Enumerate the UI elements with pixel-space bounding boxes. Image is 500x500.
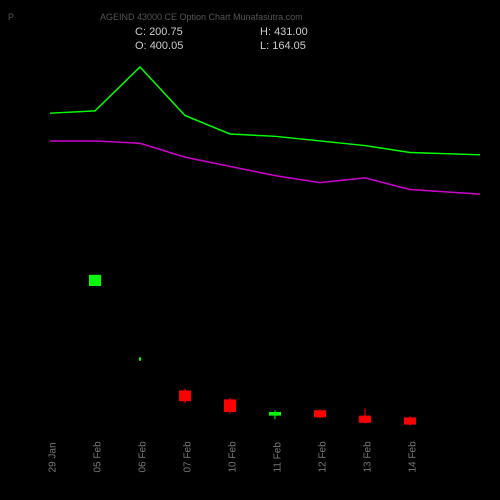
x-axis-label: 13 Feb <box>363 433 374 473</box>
x-axis-label: 14 Feb <box>408 433 419 473</box>
x-axis-label: 05 Feb <box>93 433 104 473</box>
x-axis-label: 29 Jan <box>48 433 59 473</box>
x-axis-label: 06 Feb <box>138 433 149 473</box>
chart-container: { "header": { "symbol_prefix": "P", "tit… <box>0 0 500 500</box>
x-axis-label: 07 Feb <box>183 433 194 473</box>
x-axis-label: 12 Feb <box>318 433 329 473</box>
chart-svg <box>0 0 500 500</box>
x-axis-label: 11 Feb <box>273 433 284 473</box>
x-axis-label: 10 Feb <box>228 433 239 473</box>
